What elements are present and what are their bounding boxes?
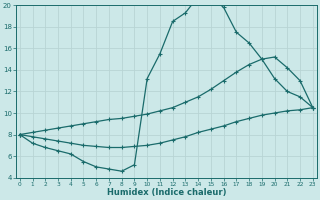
X-axis label: Humidex (Indice chaleur): Humidex (Indice chaleur) [107,188,226,197]
